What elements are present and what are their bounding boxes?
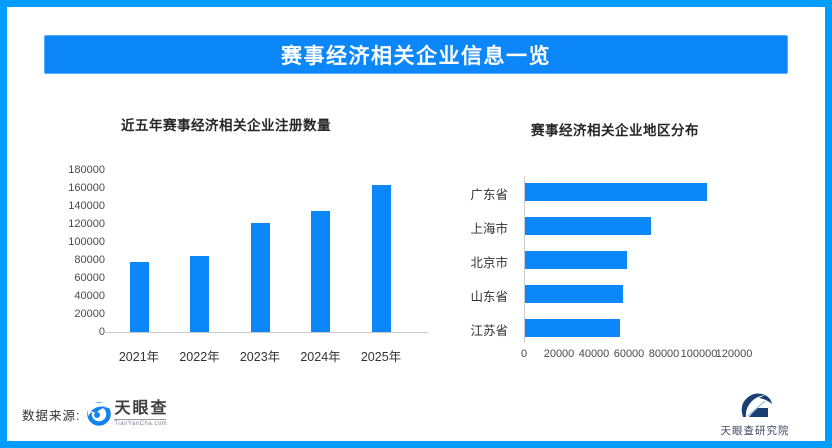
x-axis-category-label: 2025年 — [360, 350, 402, 364]
bar-上海市 — [525, 217, 651, 235]
bar-山东省 — [525, 285, 623, 303]
x-axis-tick-label: 80000 — [648, 348, 680, 360]
institute-icon — [741, 393, 772, 417]
x-axis-tick-label: 60000 — [613, 348, 645, 360]
x-axis-category-label: 2022年 — [179, 350, 220, 364]
y-axis-tick-label: 20000 — [74, 307, 105, 320]
y-axis-line — [524, 176, 525, 342]
x-axis-tick-label: 100000 — [680, 348, 718, 360]
bar-2023年 — [250, 223, 270, 332]
y-axis-tick-label: 80000 — [74, 253, 105, 266]
bar-2024年 — [311, 211, 330, 332]
data-source-label: 数据来源: — [22, 408, 81, 423]
x-axis-category-label: 2021年 — [118, 350, 160, 364]
y-axis-tick-label: 180000 — [68, 163, 105, 176]
category-label-上海市: 上海市 — [470, 222, 508, 236]
y-axis-tick-label: 100000 — [68, 235, 105, 248]
y-axis-tick-label: 160000 — [68, 181, 105, 194]
x-axis-tick-label: 40000 — [578, 348, 610, 360]
category-label-广东省: 广东省 — [470, 188, 508, 202]
left-chart-title: 近五年赛事经济相关企业注册数量 — [121, 118, 331, 133]
x-axis-line — [103, 332, 428, 333]
bar-北京市 — [525, 251, 627, 269]
tianyancha-name: 天眼查 — [114, 400, 169, 417]
tianyancha-logo: 天眼查 TianYanCha.com — [87, 401, 168, 427]
tianyancha-rule — [114, 419, 167, 420]
banner: 赛事经济相关企业信息一览 — [44, 35, 788, 74]
y-axis-tick-label: 40000 — [74, 289, 105, 302]
bar-2025年 — [371, 185, 391, 332]
category-label-江苏省: 江苏省 — [470, 324, 508, 338]
category-label-山东省: 山东省 — [470, 290, 508, 304]
registrations-bar-chart: 近五年赛事经济相关企业注册数量 180000 160000 140000 120000… — [60, 106, 442, 378]
bar-2021年 — [129, 261, 149, 332]
institute-name: 天眼查研究院 — [720, 425, 790, 437]
tianyancha-domain: TianYanCha.com — [114, 421, 168, 427]
x-axis-category-label: 2023年 — [239, 350, 281, 364]
region-distribution-bar-chart: 赛事经济相关企业地区分布 广东省上海市北京市山东省江苏省 0 20000 40000 6… — [455, 106, 825, 378]
bar-江苏省 — [525, 319, 620, 337]
x-axis-tick-label: 0 — [520, 348, 528, 360]
bar-广东省 — [525, 183, 707, 201]
data-source: 数据来源: 天眼查 TianYanCha.com — [22, 397, 169, 431]
x-axis-tick-label: 120000 — [715, 348, 753, 360]
page-title: 赛事经济相关企业信息一览 — [281, 44, 551, 68]
bar-2022年 — [190, 255, 209, 332]
right-chart-title: 赛事经济相关企业地区分布 — [531, 123, 699, 138]
tianyancha-eye-icon — [87, 402, 112, 426]
y-axis-tick-label: 140000 — [68, 199, 105, 212]
y-axis-tick-label: 60000 — [74, 271, 105, 284]
y-axis-tick-label: 0 — [98, 325, 105, 338]
x-axis-tick-label: 20000 — [543, 348, 575, 360]
category-label-北京市: 北京市 — [470, 256, 508, 270]
y-axis-tick-label: 120000 — [68, 217, 105, 230]
institute-logo: 天眼查研究院 — [710, 391, 800, 438]
tianyancha-wordmark: 天眼查 TianYanCha.com — [114, 401, 168, 427]
x-axis-category-label: 2024年 — [300, 350, 341, 364]
